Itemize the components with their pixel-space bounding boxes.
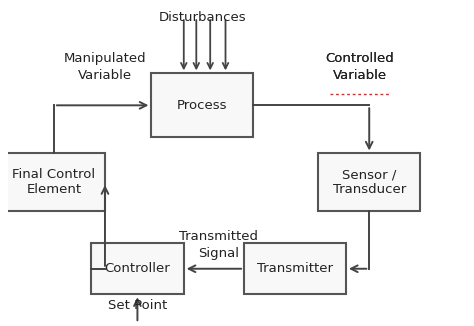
Bar — [151, 73, 253, 137]
Bar — [318, 154, 420, 211]
Text: Manipulated
Variable: Manipulated Variable — [64, 52, 146, 82]
Bar — [244, 243, 346, 294]
Text: Transmitted
Signal: Transmitted Signal — [179, 230, 258, 260]
Text: Controller: Controller — [105, 262, 170, 275]
Text: Process: Process — [177, 99, 228, 112]
Bar — [3, 154, 105, 211]
Text: Set Point: Set Point — [108, 299, 167, 312]
Text: Final Control
Element: Final Control Element — [12, 168, 96, 196]
Text: Transmitter: Transmitter — [257, 262, 333, 275]
Text: Disturbances: Disturbances — [158, 11, 246, 24]
Bar — [91, 243, 184, 294]
Text: Sensor /
Transducer: Sensor / Transducer — [333, 168, 406, 196]
Text: Controlled
Variable: Controlled Variable — [326, 52, 394, 82]
Text: Controlled
Variable: Controlled Variable — [326, 52, 394, 82]
